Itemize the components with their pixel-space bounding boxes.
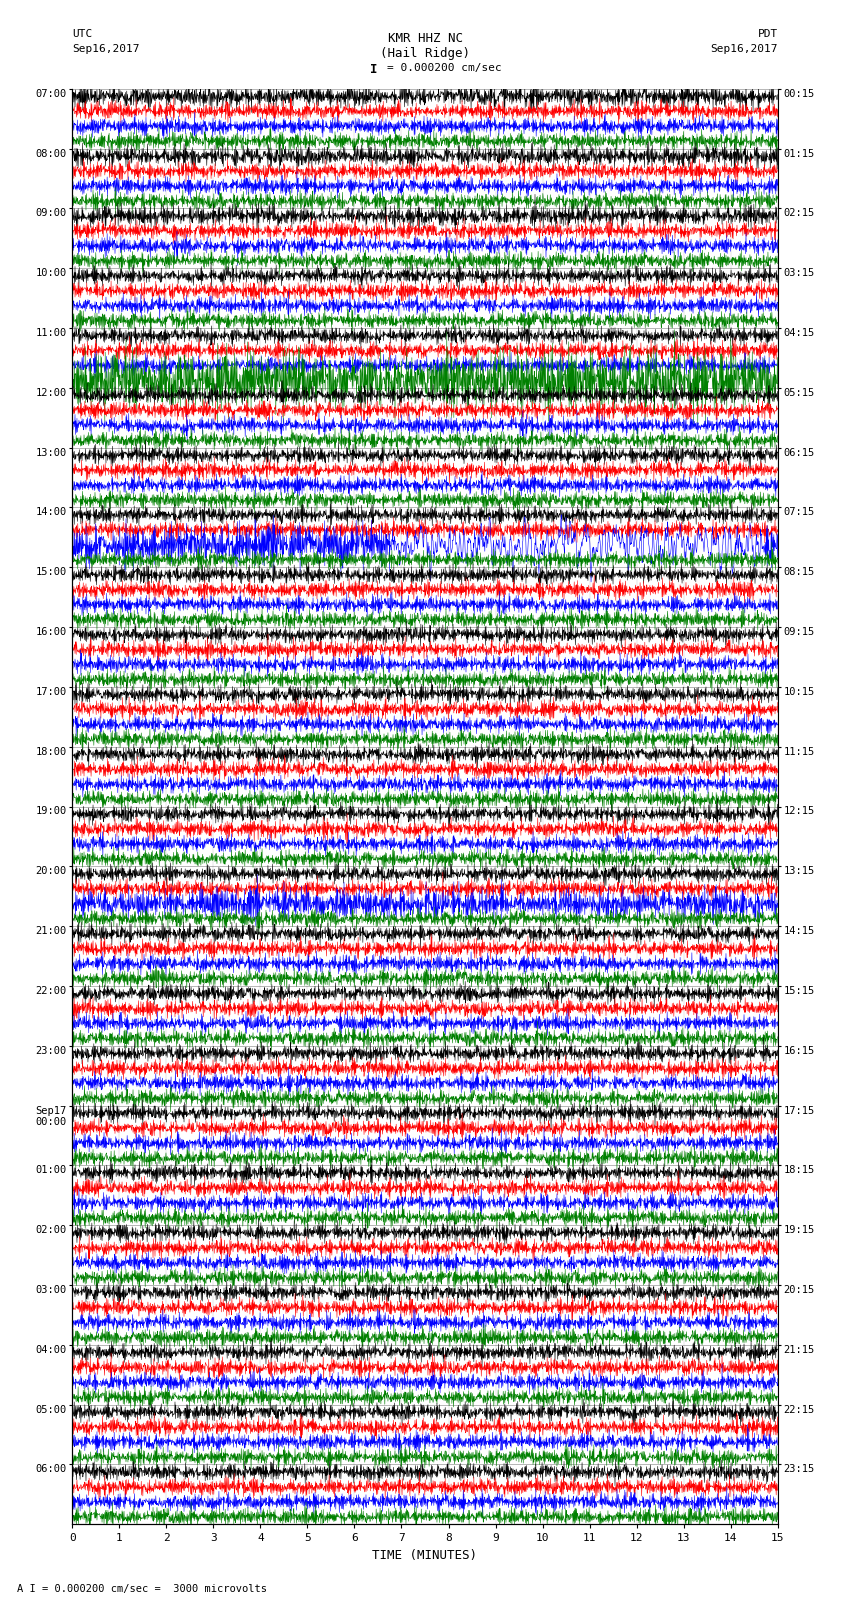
X-axis label: TIME (MINUTES): TIME (MINUTES) [372, 1548, 478, 1561]
Text: Sep16,2017: Sep16,2017 [72, 44, 139, 53]
Text: Sep16,2017: Sep16,2017 [711, 44, 778, 53]
Text: = 0.000200 cm/sec: = 0.000200 cm/sec [387, 63, 501, 73]
Text: (Hail Ridge): (Hail Ridge) [380, 47, 470, 60]
Text: UTC: UTC [72, 29, 93, 39]
Text: A I = 0.000200 cm/sec =  3000 microvolts: A I = 0.000200 cm/sec = 3000 microvolts [17, 1584, 267, 1594]
Text: I: I [371, 63, 377, 76]
Text: KMR HHZ NC: KMR HHZ NC [388, 32, 462, 45]
Text: PDT: PDT [757, 29, 778, 39]
